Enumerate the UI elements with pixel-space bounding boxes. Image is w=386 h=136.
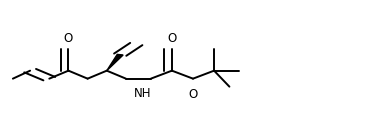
Text: O: O — [64, 32, 73, 45]
Text: NH: NH — [134, 87, 151, 100]
Text: O: O — [188, 88, 198, 101]
Polygon shape — [107, 54, 123, 71]
Text: O: O — [167, 32, 176, 45]
